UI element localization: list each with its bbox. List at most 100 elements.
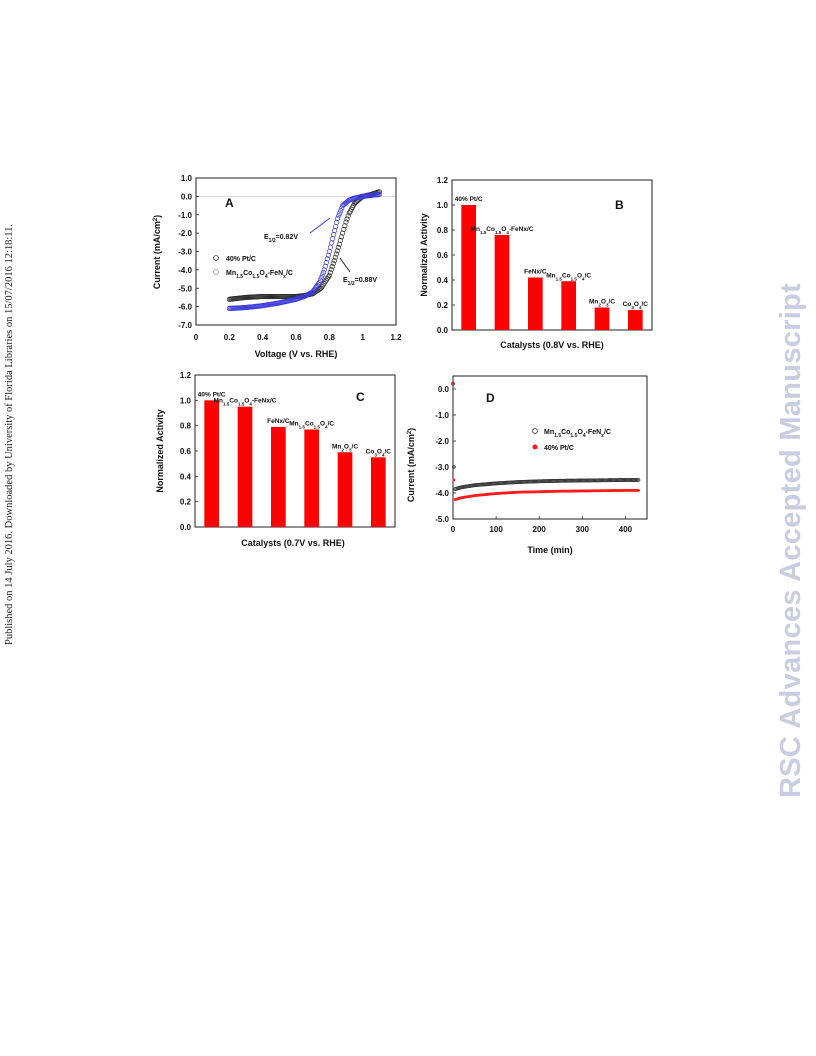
panel-d-ytick-label: -2.0: [435, 437, 449, 446]
panel-c-bar: [271, 426, 286, 527]
panel-a-point-series-1: [319, 272, 325, 278]
legend-label-mn: Mn1.5Co1.5O4-FeNx/C: [226, 270, 293, 280]
panel-a-point-series-1: [315, 281, 321, 287]
panel-b-bar: [528, 277, 543, 330]
panel-a-point-series-1: [333, 223, 339, 230]
panel-b-bars: 40% Pt/C Mn1.5Co1.5O4-FeNx/C FeNx/CMn1.5Co…: [455, 196, 649, 330]
panel-a-point-series-0: [329, 264, 335, 270]
panel-d-xtick-label: 200: [533, 525, 547, 534]
panel-c-ytick-label: 0.6: [180, 447, 192, 456]
panel-c-ylabel: Normalized Activity: [155, 409, 165, 492]
panel-d-xtick-label: 0: [451, 525, 456, 534]
panel-c-bar: [371, 457, 386, 527]
panel-b-ytick-label: 0.6: [437, 251, 449, 260]
panel-b-bar-label: FeNx/C: [524, 269, 547, 276]
legend-label-pt: 40% Pt/C: [226, 256, 256, 263]
panel-a-point-series-1: [336, 213, 342, 219]
panel-a-series: [226, 189, 382, 312]
panel-c-ytick-label: 0.4: [180, 472, 192, 481]
legend-marker-d-mn: [532, 428, 538, 434]
panel-b-ytick-label: 0.0: [437, 326, 449, 335]
panel-a-point-series-1: [330, 236, 336, 242]
panel-c-bar: [304, 429, 319, 527]
panel-a-letter: A: [225, 196, 234, 210]
panel-a-point-series-1: [332, 228, 338, 234]
annotation-e12-088: E1/2=0.88V: [343, 277, 377, 287]
panel-b-bar-label: Mn1.5Co1.5O4/C: [546, 272, 591, 281]
panel-c-bar-label: Mn2O3/C: [332, 443, 358, 452]
panel-d-point-series-0: [451, 465, 456, 469]
panel-c-bar-label: Mn1.5Co1.5O4/C: [289, 420, 334, 429]
panel-a-point-series-0: [343, 219, 349, 225]
panel-d-axes-box: [452, 375, 648, 520]
annotation-arrow-082: [309, 217, 331, 234]
panel-c-bar-label: Mn1.5Co1.5O4-FeNx/C: [214, 398, 277, 407]
panel-b-bar: [561, 281, 576, 330]
panel-a-point-series-1: [317, 277, 323, 283]
panel-c-bar-label: Co3O4/C: [366, 448, 392, 457]
panel-b-ytick-label: 0.2: [437, 301, 449, 310]
panel-a-ytick-label: 0.0: [181, 192, 193, 201]
panel-c-ytick-label: 1.2: [180, 371, 192, 380]
panel-a-point-series-1: [338, 208, 344, 214]
panel-b-bar-label: Co3O4/C: [623, 301, 649, 310]
panel-d-point-series-0: [451, 381, 455, 386]
panel-d-ytick-label: -3.0: [435, 463, 449, 472]
panel-b-bar-label: Mn2O3/C: [589, 299, 615, 308]
panel-c-ytick-label: 0.2: [180, 498, 192, 507]
panel-b-bar-label: Mn1.5Co1.5O4-FeNx/C: [471, 226, 534, 235]
panel-a-point-series-1: [323, 259, 329, 266]
panel-a-point-series-1: [331, 232, 337, 238]
panel-b-bar-label: 40% Pt/C: [455, 196, 483, 203]
panel-a-point-series-0: [332, 254, 338, 260]
panel-a-point-series-0: [326, 272, 332, 278]
panel-a-point-series-1: [334, 219, 340, 226]
panel-b-ytick-label: 1.2: [437, 176, 449, 185]
panel-b-bar: [594, 307, 610, 330]
panel-a-point-series-0: [345, 213, 351, 219]
panel-a-point-series-1: [324, 256, 330, 262]
panel-a-point-series-1: [318, 275, 324, 281]
panel-a-point-series-1: [325, 252, 331, 258]
panel-b-ticks: 0.0 0.2 0.4 0.6 0.8 1.0 1.2: [437, 176, 455, 335]
panel-c-ticks: 0.0 0.2 0.4 0.6 0.8 1.0 1.2: [180, 371, 198, 532]
panel-a-xtick-label: 1.2: [390, 333, 402, 342]
panel-b-ytick-label: 0.4: [437, 276, 449, 285]
annotation-arrow-088: [339, 257, 351, 273]
panel-a-ytick-label: -1.0: [178, 211, 192, 220]
panel-c: 0.00.20.40.60.81.01.2 40% Pt/CMn1.5Co1.5…: [155, 371, 396, 548]
panel-a-point-series-0: [336, 241, 342, 247]
panel-a-xtick-label: 0.2: [224, 333, 236, 342]
panel-a-xtick-label: 0.6: [290, 333, 302, 342]
panel-b-bar: [461, 205, 476, 330]
panel-c-bar: [237, 406, 253, 527]
panel-a-ticks: 1.0 0.0 -1.0 -2.0 -3.0 -4.0 -5.0 -6.0 -7.00 0.2 0.…: [178, 174, 402, 342]
panel-a-xtick-label: 0.8: [324, 333, 336, 342]
panel-a-point-series-1: [322, 263, 328, 269]
panel-a-point-series-0: [342, 223, 348, 229]
panel-a-point-series-0: [344, 216, 350, 222]
panel-b-xlabel: Catalysts (0.8V vs. RHE): [500, 340, 604, 350]
panel-d-ytick-label: -5.0: [435, 515, 449, 524]
panel-c-ytick-label: 0.8: [180, 422, 192, 431]
panel-b: 0.0 0.2 0.4 0.6 0.8 1.0 1.2 40% Pt/C Mn1.5Co1.5…: [419, 176, 653, 350]
panel-a-ytick-label: -5.0: [178, 284, 192, 293]
panel-d-ytick-label: -4.0: [435, 489, 449, 498]
panel-b-letter: B: [615, 198, 624, 212]
panel-a-point-series-0: [328, 266, 334, 273]
panel-a-ytick-label: -3.0: [178, 248, 192, 257]
panel-a-point-series-0: [335, 244, 341, 251]
panel-a-point-series-1: [335, 215, 341, 221]
panel-d-xtick-label: 100: [489, 525, 503, 534]
panel-a-point-series-0: [330, 261, 336, 267]
panel-a-ylabel: Current (mA/cm2): [152, 215, 162, 289]
panel-d-xlabel: Time (min): [527, 545, 572, 555]
legend-label-d-pt: 40% Pt/C: [544, 445, 574, 452]
panel-d-point-series-0: [636, 478, 641, 482]
panel-a-point-series-1: [376, 191, 382, 198]
panel-a-point-series-0: [334, 248, 340, 254]
panel-a: 1.0 0.0 -1.0 -2.0 -3.0 -4.0 -5.0 -6.0 -7.00 0.2 0.…: [152, 174, 402, 359]
panel-a-ytick-label: 1.0: [181, 174, 193, 183]
